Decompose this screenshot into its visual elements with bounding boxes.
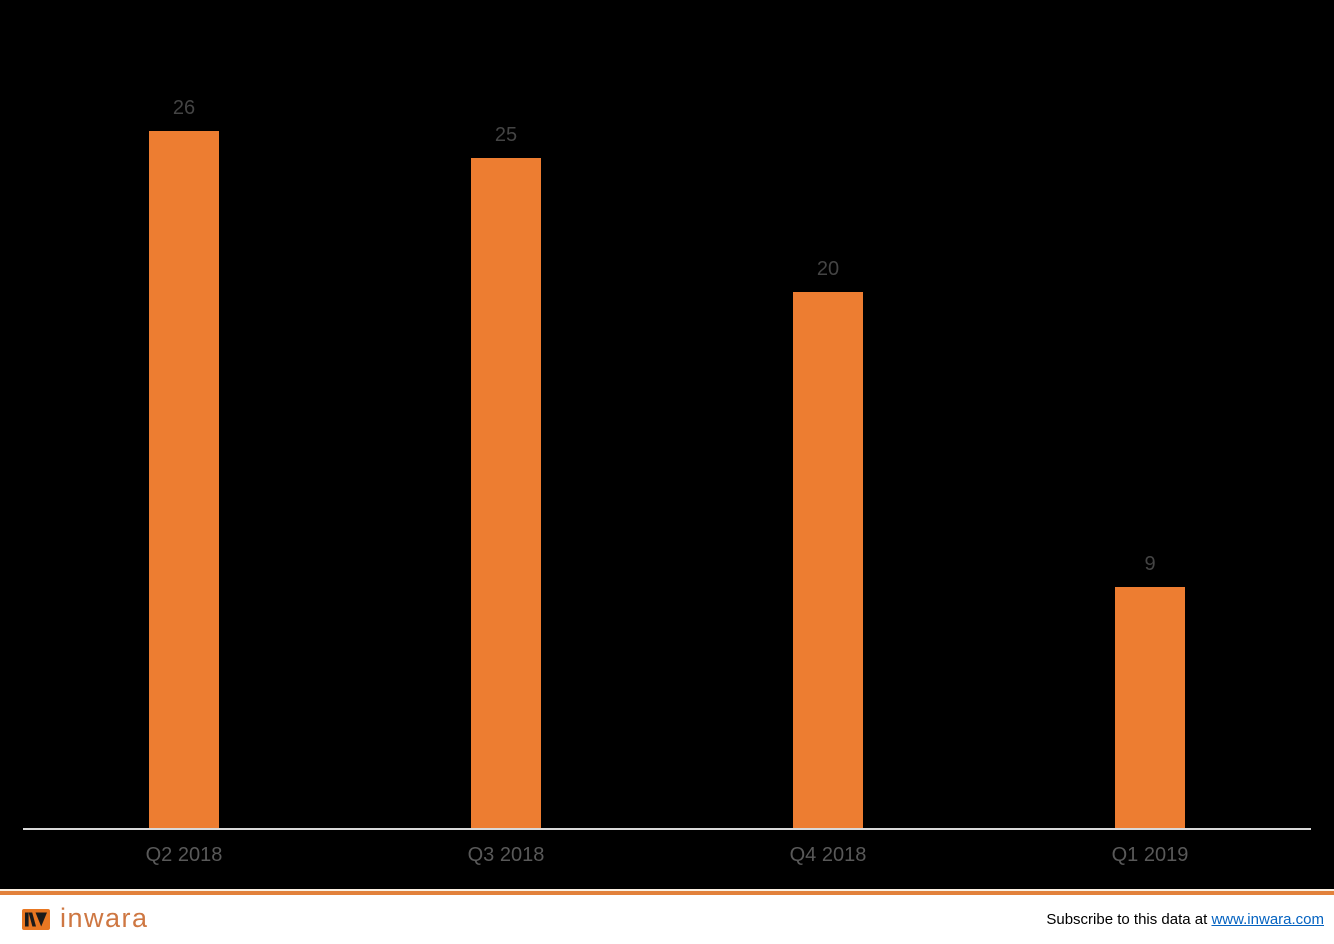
brand-lockup: inwara <box>22 902 149 935</box>
bar-slot-q3-2018: 25 <box>345 124 667 828</box>
bar-slot-q2-2018: 26 <box>23 97 345 828</box>
bar-slot-q1-2019: 9 <box>989 553 1311 828</box>
bar <box>793 292 863 828</box>
bar-chart-plot-area: 26 25 20 9 <box>23 0 1311 830</box>
x-axis-tick-label: Q2 2018 <box>145 844 223 866</box>
x-axis-labels: Q2 2018 Q3 2018 Q4 2018 Q1 2019 <box>23 844 1311 867</box>
bar <box>149 131 219 828</box>
data-label: 25 <box>494 124 518 146</box>
footer-content: inwara Subscribe to this data at www.inw… <box>0 895 1334 944</box>
data-label: 9 <box>1144 553 1156 575</box>
bar-slot-q4-2018: 20 <box>667 258 989 828</box>
bar <box>471 158 541 828</box>
x-axis-tick-label: Q4 2018 <box>789 844 867 866</box>
x-axis-tick-label: Q3 2018 <box>467 844 545 866</box>
footer-bar: inwara Subscribe to this data at www.inw… <box>0 891 1334 944</box>
brand-name: inwara <box>60 902 149 933</box>
data-label: 26 <box>172 97 196 119</box>
bar <box>1115 587 1185 828</box>
subscribe-text: Subscribe to this data at <box>1046 911 1212 928</box>
x-axis-tick-label: Q1 2019 <box>1111 844 1189 866</box>
subscribe-note: Subscribe to this data at www.inwara.com <box>1046 911 1324 928</box>
data-label: 20 <box>816 258 840 280</box>
inwara-logo-icon <box>22 909 50 930</box>
inwara-link[interactable]: www.inwara.com <box>1211 911 1324 928</box>
